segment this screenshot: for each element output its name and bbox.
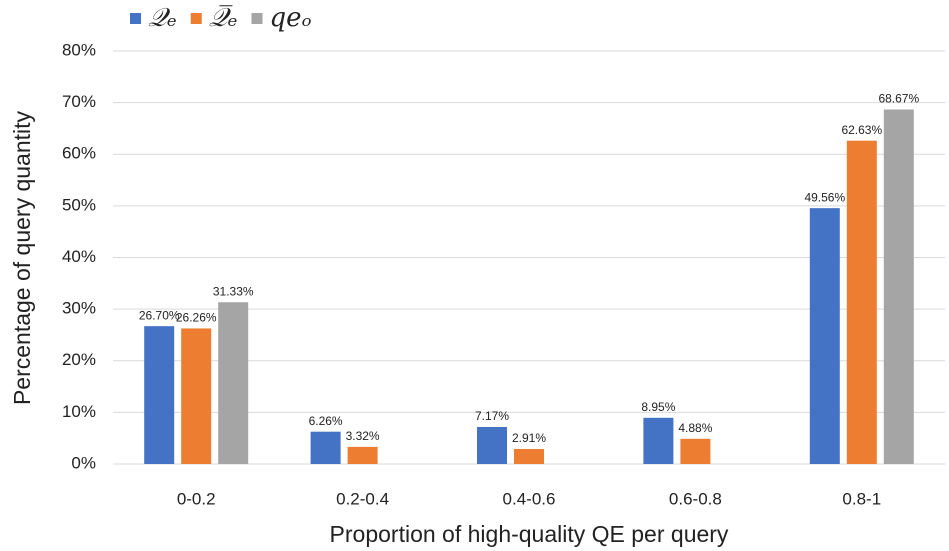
bar bbox=[809, 208, 840, 464]
value-label: 4.88% bbox=[678, 421, 712, 435]
bar bbox=[846, 140, 877, 465]
bar bbox=[680, 438, 711, 464]
bar bbox=[310, 431, 341, 464]
bar bbox=[144, 326, 175, 464]
bar bbox=[514, 448, 544, 464]
value-label: 68.67% bbox=[878, 92, 919, 106]
y-tick-label: 50% bbox=[62, 195, 96, 214]
legend-swatch bbox=[130, 13, 141, 24]
x-tick-label: 0.8-1 bbox=[842, 489, 881, 508]
y-tick-label: 30% bbox=[62, 299, 96, 318]
value-label: 26.26% bbox=[176, 311, 217, 325]
y-axis-title: Percentage of query quantity bbox=[9, 110, 35, 405]
bar bbox=[883, 109, 914, 465]
y-tick-label: 60% bbox=[62, 144, 96, 163]
value-label: 3.32% bbox=[346, 429, 380, 443]
y-tick-label: 0% bbox=[71, 453, 96, 472]
value-label: 31.33% bbox=[213, 284, 254, 298]
x-axis-title: Proportion of high-quality QE per query bbox=[330, 521, 729, 547]
value-label: 2.91% bbox=[512, 431, 546, 445]
y-tick-label: 20% bbox=[62, 350, 96, 369]
x-tick-label: 0-0.2 bbox=[177, 489, 216, 508]
value-label: 62.63% bbox=[841, 123, 882, 137]
value-label: 6.26% bbox=[309, 414, 343, 428]
value-label: 26.70% bbox=[139, 308, 180, 322]
bar bbox=[347, 446, 378, 464]
legend-label: qeₒ bbox=[270, 3, 312, 33]
bar bbox=[477, 426, 507, 464]
bar bbox=[181, 328, 212, 464]
bar bbox=[643, 417, 674, 464]
legend-swatch bbox=[190, 13, 202, 24]
value-label: 7.17% bbox=[475, 409, 509, 423]
y-tick-label: 80% bbox=[62, 40, 96, 59]
legend-swatch bbox=[251, 13, 263, 24]
x-tick-label: 0.6-0.8 bbox=[669, 489, 722, 508]
x-tick-label: 0.4-0.6 bbox=[503, 489, 556, 508]
legend-label: 𝒬̅ₑ bbox=[209, 3, 238, 33]
y-tick-label: 10% bbox=[62, 402, 96, 421]
legend-label: 𝒬ₑ bbox=[148, 3, 177, 33]
y-tick-label: 40% bbox=[62, 247, 96, 266]
value-label: 49.56% bbox=[804, 190, 845, 204]
y-tick-label: 70% bbox=[62, 92, 96, 111]
x-tick-label: 0.2-0.4 bbox=[336, 489, 389, 508]
value-label: 8.95% bbox=[641, 400, 675, 414]
bar bbox=[218, 302, 249, 464]
